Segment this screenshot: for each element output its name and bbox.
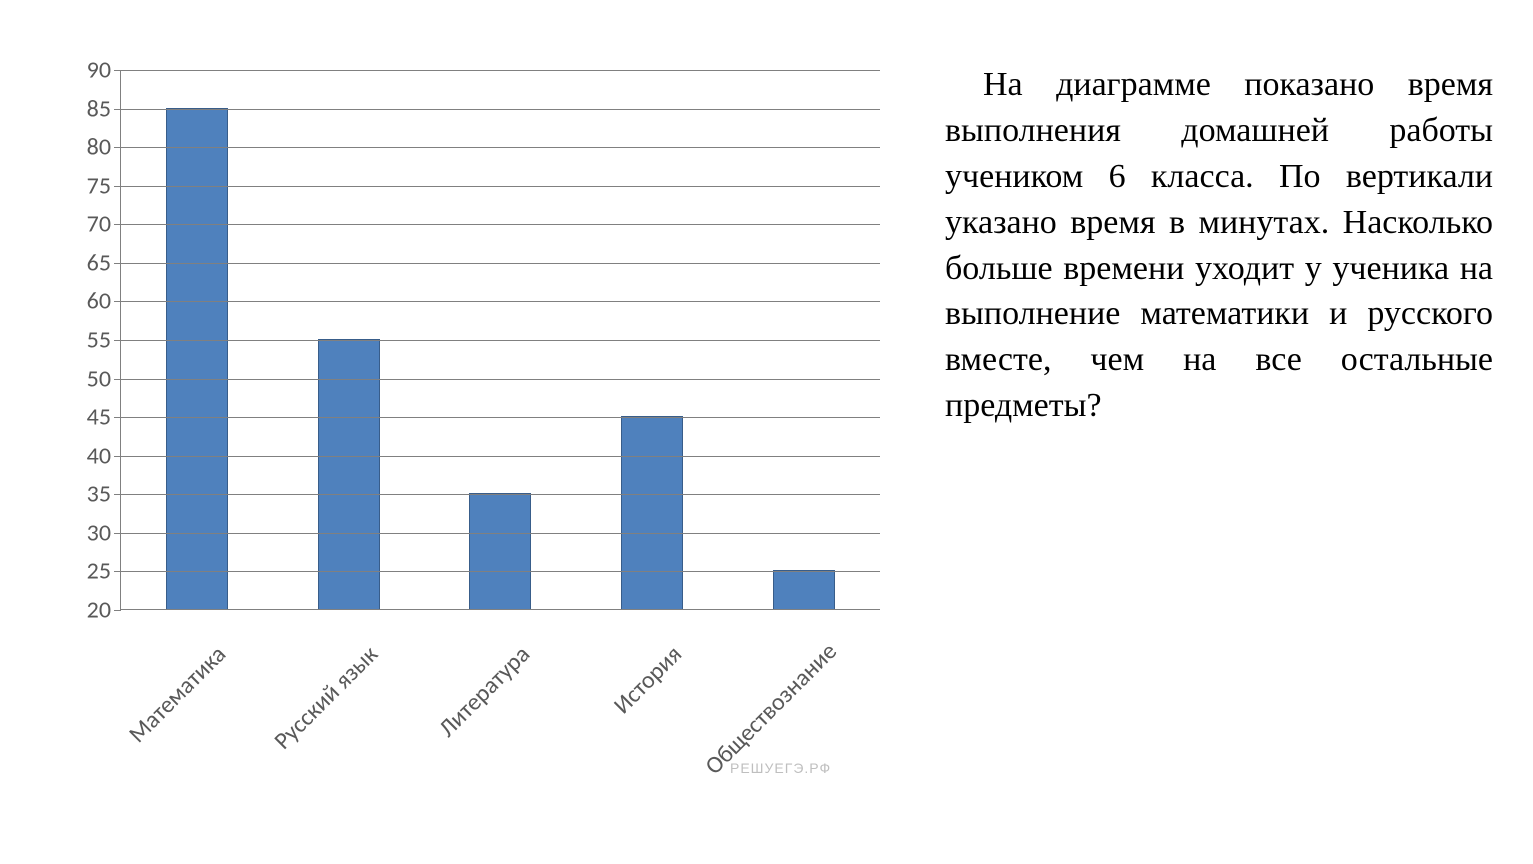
y-tick-label: 50 xyxy=(87,364,121,393)
watermark: РЕШУЕГЭ.РФ xyxy=(730,760,831,776)
gridline xyxy=(121,533,880,534)
x-tick-label: Русский язык xyxy=(243,640,384,781)
gridline xyxy=(121,70,880,71)
gridline xyxy=(121,571,880,572)
gridline xyxy=(121,301,880,302)
y-tick-label: 85 xyxy=(87,94,121,123)
gridline xyxy=(121,456,880,457)
text-panel: На диаграмме показано время выполнения д… xyxy=(910,60,1503,834)
y-tick-label: 90 xyxy=(87,56,121,85)
gridline xyxy=(121,224,880,225)
y-tick-label: 20 xyxy=(87,596,121,625)
y-tick-label: 45 xyxy=(87,403,121,432)
bar xyxy=(469,493,531,609)
gridline xyxy=(121,340,880,341)
y-tick-label: 40 xyxy=(87,441,121,470)
bar xyxy=(621,416,683,609)
gridline xyxy=(121,417,880,418)
x-tick-label: История xyxy=(547,640,688,781)
y-tick-label: 25 xyxy=(87,557,121,586)
chart-container: 202530354045505560657075808590 Математик… xyxy=(120,70,880,630)
y-tick-label: 75 xyxy=(87,171,121,200)
chart-panel: 202530354045505560657075808590 Математик… xyxy=(30,60,910,834)
y-tick-label: 60 xyxy=(87,287,121,316)
y-tick-label: 30 xyxy=(87,518,121,547)
problem-text: На диаграмме показано время выполнения д… xyxy=(945,62,1493,429)
y-tick-label: 70 xyxy=(87,210,121,239)
plot-area: 202530354045505560657075808590 xyxy=(120,70,880,610)
y-tick-label: 55 xyxy=(87,326,121,355)
x-tick-label: Математика xyxy=(91,640,232,781)
y-tick-label: 35 xyxy=(87,480,121,509)
y-tick-label: 65 xyxy=(87,248,121,277)
gridline xyxy=(121,494,880,495)
y-tick-label: 80 xyxy=(87,133,121,162)
bar xyxy=(773,570,835,609)
gridline xyxy=(121,109,880,110)
x-tick-label: Литература xyxy=(395,640,536,781)
gridline xyxy=(121,186,880,187)
gridline xyxy=(121,379,880,380)
x-labels-group: МатематикаРусский языкЛитератураИсторияО… xyxy=(120,610,880,620)
gridline xyxy=(121,147,880,148)
gridline xyxy=(121,263,880,264)
